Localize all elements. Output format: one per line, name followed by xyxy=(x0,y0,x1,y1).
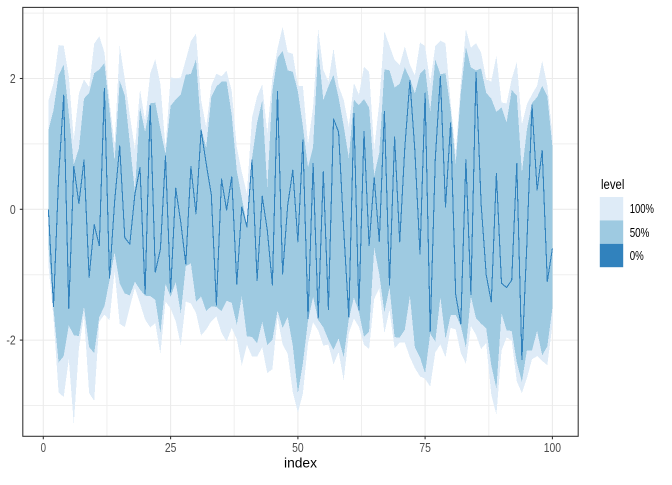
svg-text:level: level xyxy=(601,177,624,193)
svg-text:0%: 0% xyxy=(630,249,644,263)
svg-text:-2: -2 xyxy=(6,334,15,348)
svg-text:75: 75 xyxy=(419,441,431,455)
svg-text:2: 2 xyxy=(10,72,16,86)
svg-text:100%: 100% xyxy=(630,202,654,216)
svg-text:50: 50 xyxy=(292,441,304,455)
svg-text:0: 0 xyxy=(10,203,16,217)
svg-text:index: index xyxy=(284,455,317,470)
svg-text:25: 25 xyxy=(165,441,177,455)
svg-text:0: 0 xyxy=(41,441,46,455)
svg-text:50%: 50% xyxy=(630,226,650,240)
svg-text:100: 100 xyxy=(544,441,561,455)
